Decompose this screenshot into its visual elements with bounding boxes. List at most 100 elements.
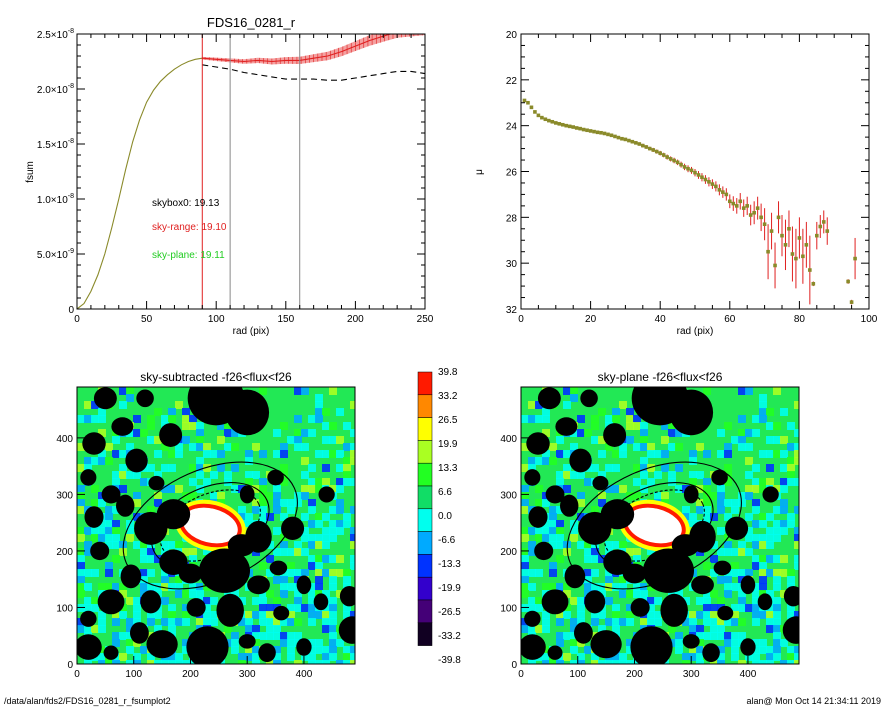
image-noise-cell (619, 653, 627, 661)
mu-point (818, 224, 823, 229)
image-noise-cell (542, 499, 550, 507)
image-noise-cell (535, 527, 543, 535)
image-noise-cell (521, 506, 529, 514)
mu-point (574, 126, 579, 130)
image-noise-cell (612, 485, 620, 493)
image-noise-cell (308, 604, 316, 612)
image-noise-cell (77, 590, 85, 598)
image-noise-cell (84, 569, 92, 577)
image-noise-cell (766, 660, 774, 664)
image-noise-cell (605, 485, 613, 493)
image-noise-cell (168, 450, 176, 458)
image-noise-cell (224, 625, 232, 633)
image-noise-cell (780, 464, 788, 472)
image-noise-cell (189, 590, 197, 598)
image-noise-cell (245, 478, 253, 486)
image-noise-cell (308, 429, 316, 437)
image-noise-cell (154, 660, 162, 664)
colorbar-label: 13.3 (438, 463, 458, 474)
mu-point (665, 155, 669, 159)
image-noise-cell (745, 513, 753, 521)
image-noise-cell (773, 527, 781, 535)
image-noise-cell (308, 520, 316, 528)
mask-blob (526, 432, 550, 455)
image-noise-cell (217, 436, 225, 444)
image-noise-cell (752, 646, 760, 654)
image-noise-cell (675, 632, 683, 640)
mask-blob (125, 448, 148, 473)
image-noise-cell (605, 597, 613, 605)
image-noise-cell (294, 597, 302, 605)
image-noise-cell (626, 492, 634, 500)
image-noise-cell (640, 422, 648, 430)
image-noise-cell (77, 569, 85, 577)
image-noise-cell (343, 443, 351, 451)
image-noise-cell (91, 569, 99, 577)
image-ytick-label: 300 (56, 490, 73, 501)
image-noise-cell (280, 541, 288, 549)
image-noise-cell (161, 443, 169, 451)
image-noise-cell (182, 590, 190, 598)
image-noise-cell (577, 653, 585, 661)
image-noise-cell (343, 569, 351, 577)
image-noise-cell (343, 604, 351, 612)
image-noise-cell (542, 527, 550, 535)
fsum-ytick-label: 0 (68, 305, 74, 316)
image-noise-cell (794, 646, 799, 654)
mu-point (689, 168, 694, 173)
image-noise-cell (259, 611, 267, 619)
image-noise-cell (252, 499, 260, 507)
colorbar-swatch (417, 576, 433, 601)
mu-point (634, 141, 638, 145)
image-noise-cell (238, 618, 246, 626)
image-noise-cell (717, 660, 725, 664)
mu-plot: 0 20 40 60 80 100 20 22 24 26 28 30 32 rad (pix) μ (474, 30, 878, 337)
image-noise-cell (619, 541, 627, 549)
image-noise-cell (696, 471, 704, 479)
image-noise-cell (703, 450, 711, 458)
image-noise-cell (273, 499, 281, 507)
image-noise-cell (773, 450, 781, 458)
image-noise-cell (731, 506, 739, 514)
image-noise-cell (521, 583, 529, 591)
image-noise-cell (563, 583, 571, 591)
image-noise-cell (329, 520, 337, 528)
image-noise-cell (766, 555, 774, 563)
image-noise-cell (98, 583, 106, 591)
image-noise-cell (308, 653, 316, 661)
image-noise-cell (563, 471, 571, 479)
image-noise-cell (217, 464, 225, 472)
image-noise-cell (647, 548, 655, 556)
image-noise-cell (542, 653, 550, 661)
image-noise-cell (556, 541, 564, 549)
mask-blob (140, 590, 162, 614)
image-noise-cell (182, 436, 190, 444)
image-noise-cell (689, 450, 697, 458)
image-noise-cell (266, 555, 274, 563)
mu-point (707, 180, 711, 184)
mu-point (776, 215, 781, 220)
image-noise-cell (140, 583, 148, 591)
image-noise-cell (329, 569, 337, 577)
mu-point (783, 243, 788, 247)
mask-blob (101, 485, 121, 504)
image-noise-cell (182, 604, 190, 612)
image-noise-cell (605, 576, 613, 584)
image-noise-cell (556, 611, 564, 619)
mu-point (801, 254, 805, 259)
image-noise-cell (654, 492, 662, 500)
image-noise-cell (259, 513, 267, 521)
image-noise-cell (308, 464, 316, 472)
mu-xtick-label: 20 (585, 314, 597, 325)
image-noise-cell (224, 478, 232, 486)
mu-point (529, 105, 534, 110)
image-noise-cell (752, 464, 760, 472)
image-noise-cell (563, 485, 571, 493)
image-noise-cell (322, 618, 330, 626)
image-noise-cell (759, 513, 767, 521)
image-noise-cell (752, 611, 760, 619)
image-noise-cell (787, 464, 795, 472)
image-noise-cell (773, 625, 781, 633)
image-noise-cell (647, 604, 655, 612)
image-noise-cell (350, 653, 355, 661)
